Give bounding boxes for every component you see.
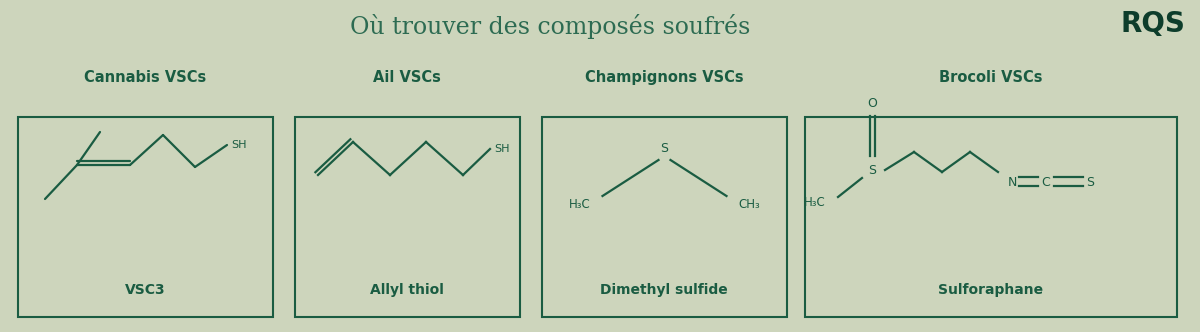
Bar xyxy=(295,117,520,317)
Bar xyxy=(542,117,787,317)
Text: Cannabis VSCs: Cannabis VSCs xyxy=(84,69,206,85)
Text: H₃C: H₃C xyxy=(804,196,826,208)
Bar xyxy=(805,117,1177,317)
Text: Où trouver des composés soufrés: Où trouver des composés soufrés xyxy=(350,14,750,39)
Text: S: S xyxy=(660,142,668,155)
Text: N: N xyxy=(1008,176,1018,189)
Text: SH: SH xyxy=(494,144,510,154)
Bar xyxy=(18,117,274,317)
Text: SH: SH xyxy=(230,140,246,150)
Text: VSC3: VSC3 xyxy=(125,283,166,297)
Text: Allyl thiol: Allyl thiol xyxy=(370,283,444,297)
Text: C: C xyxy=(1042,176,1050,189)
Text: Ail VSCs: Ail VSCs xyxy=(373,69,440,85)
Text: Sulforaphane: Sulforaphane xyxy=(938,283,1044,297)
Text: S: S xyxy=(868,163,876,177)
Text: Brocoli VSCs: Brocoli VSCs xyxy=(940,69,1043,85)
Text: H₃C: H₃C xyxy=(569,198,590,210)
Text: Champignons VSCs: Champignons VSCs xyxy=(584,69,743,85)
Text: S: S xyxy=(1086,176,1094,189)
Text: O: O xyxy=(868,97,877,110)
Text: RQS: RQS xyxy=(1120,10,1186,38)
Text: CH₃: CH₃ xyxy=(738,198,761,210)
Text: Dimethyl sulfide: Dimethyl sulfide xyxy=(600,283,728,297)
